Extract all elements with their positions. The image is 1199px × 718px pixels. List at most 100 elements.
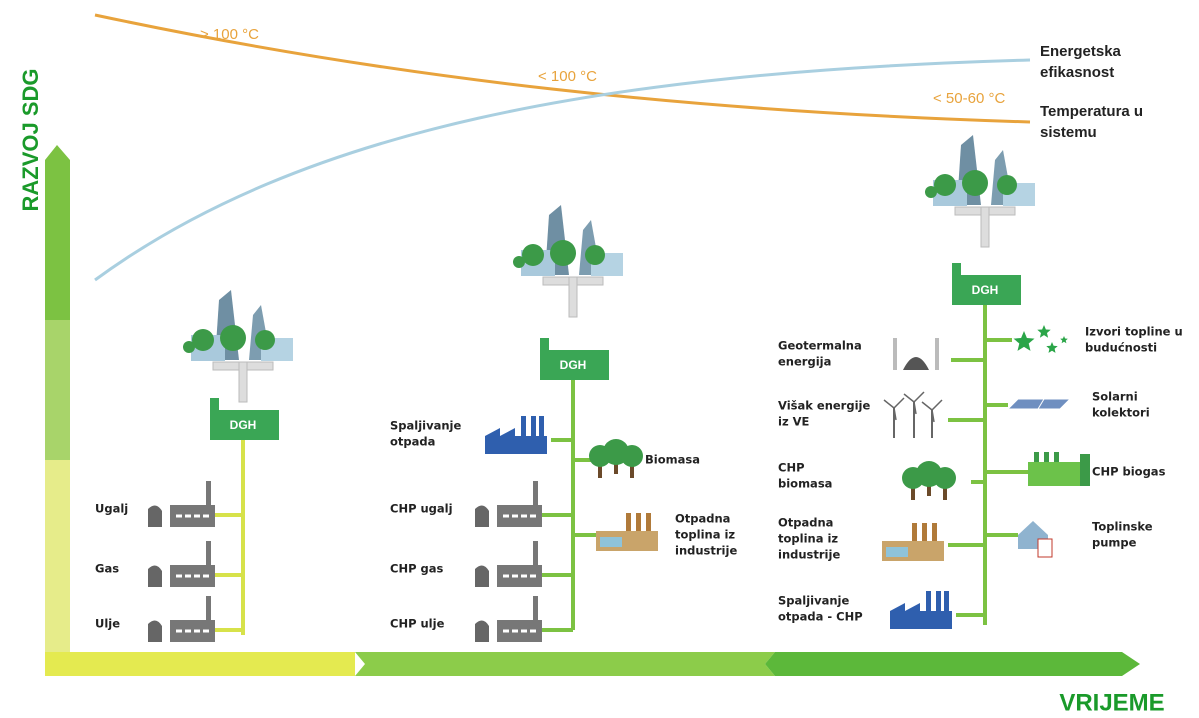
dgh-label: DGH — [230, 418, 257, 432]
flame — [475, 565, 489, 587]
source-label: industrije — [778, 548, 840, 562]
source-label: biomasa — [778, 477, 832, 491]
tree — [183, 341, 195, 353]
chimney — [926, 591, 931, 611]
source-label: Otpadna — [675, 512, 730, 526]
source-label: CHP — [778, 461, 805, 475]
efficiency-label: efikasnost — [1040, 64, 1114, 81]
chimney — [626, 513, 631, 531]
chimney — [1034, 452, 1039, 462]
axis-segment — [45, 320, 70, 460]
tree — [255, 330, 275, 350]
tree — [220, 325, 246, 351]
temperature-label: Temperatura u — [1040, 103, 1143, 120]
source-label: toplina iz — [778, 532, 838, 546]
pipe — [893, 338, 897, 370]
source-label: otpada - CHP — [778, 610, 863, 624]
pump-icon — [1018, 521, 1052, 557]
star — [1046, 342, 1057, 353]
building — [886, 547, 908, 557]
boiler-icon — [475, 541, 542, 587]
factory-body — [485, 428, 547, 454]
pipe — [935, 338, 939, 370]
temperature-level: > 100 °C — [200, 26, 259, 43]
chimney — [1044, 452, 1049, 462]
boiler-icon — [475, 481, 542, 527]
source-label: industrije — [675, 544, 737, 558]
source-label: CHP gas — [390, 562, 443, 576]
tree — [997, 175, 1017, 195]
stars-icon — [1014, 325, 1068, 353]
chimney — [912, 523, 917, 541]
source-label: Otpadna — [778, 516, 833, 530]
factory-icon — [890, 591, 952, 629]
tree — [522, 244, 544, 266]
tree — [585, 245, 605, 265]
biogas-icon — [1028, 452, 1090, 486]
crown — [934, 467, 956, 489]
source-label: Ulje — [95, 617, 120, 631]
efficiency-label: Energetska — [1040, 43, 1122, 60]
chimney — [539, 416, 544, 436]
boiler-icon — [148, 481, 215, 527]
x-axis-label: VRIJEME — [1059, 689, 1164, 716]
chimney — [521, 416, 526, 436]
tree — [192, 329, 214, 351]
source-label: Višak energije — [778, 399, 870, 413]
source-label: otpada — [390, 435, 435, 449]
chimney — [646, 513, 651, 531]
star — [1037, 325, 1050, 338]
plant-icon — [925, 135, 1035, 247]
wind-icon — [884, 392, 942, 438]
axis-segment — [355, 652, 775, 676]
crown — [621, 445, 643, 467]
source-label: pumpe — [1092, 536, 1137, 550]
axis-segment — [45, 460, 70, 652]
temperature-level: < 100 °C — [538, 68, 597, 85]
axes: RAZVOJ SDG VRIJEME — [18, 68, 1165, 716]
dgh-label: DGH — [560, 358, 587, 372]
flame — [148, 505, 162, 527]
chimney — [636, 513, 641, 531]
flame — [475, 505, 489, 527]
axis-segment — [45, 652, 355, 676]
source-label: Ugalj — [95, 502, 128, 516]
flame — [475, 620, 489, 642]
tree — [550, 240, 576, 266]
source-label: toplina iz — [675, 528, 735, 542]
chimney — [206, 541, 211, 565]
dome — [903, 357, 929, 370]
tree — [962, 170, 988, 196]
chimney — [206, 481, 211, 505]
source-label: Solarni — [1092, 390, 1138, 404]
tree-icon — [902, 461, 956, 500]
source-label: budućnosti — [1085, 341, 1157, 355]
axis-arrow — [765, 652, 1140, 676]
diagram: RAZVOJ SDG VRIJEME > 100 °C < 100 °C < 5… — [0, 0, 1199, 718]
chimney — [533, 541, 538, 565]
star — [1014, 331, 1035, 351]
tree — [934, 174, 956, 196]
source-label: kolektori — [1092, 406, 1150, 420]
source-label: iz VE — [778, 415, 810, 429]
axis-arrow — [45, 145, 70, 320]
chimney — [533, 481, 538, 505]
building — [1028, 462, 1080, 486]
dgh-label: DGH — [972, 283, 999, 297]
tank — [1080, 454, 1090, 486]
source-label: Biomasa — [645, 453, 700, 467]
source-label: Spaljivanje — [390, 419, 461, 433]
boiler-icon — [148, 541, 215, 587]
source-label: CHP biogas — [1092, 465, 1166, 479]
source-label: CHP ugalj — [390, 502, 453, 516]
tree — [925, 186, 937, 198]
source-label: Toplinske — [1092, 520, 1153, 534]
plant-icon — [513, 205, 623, 317]
tree-icon — [589, 439, 643, 478]
source-label: Gas — [95, 562, 119, 576]
chimney — [1054, 452, 1059, 462]
source-label: CHP ulje — [390, 617, 445, 631]
pipe — [981, 207, 989, 247]
industry-icon — [882, 523, 944, 561]
flame — [148, 620, 162, 642]
